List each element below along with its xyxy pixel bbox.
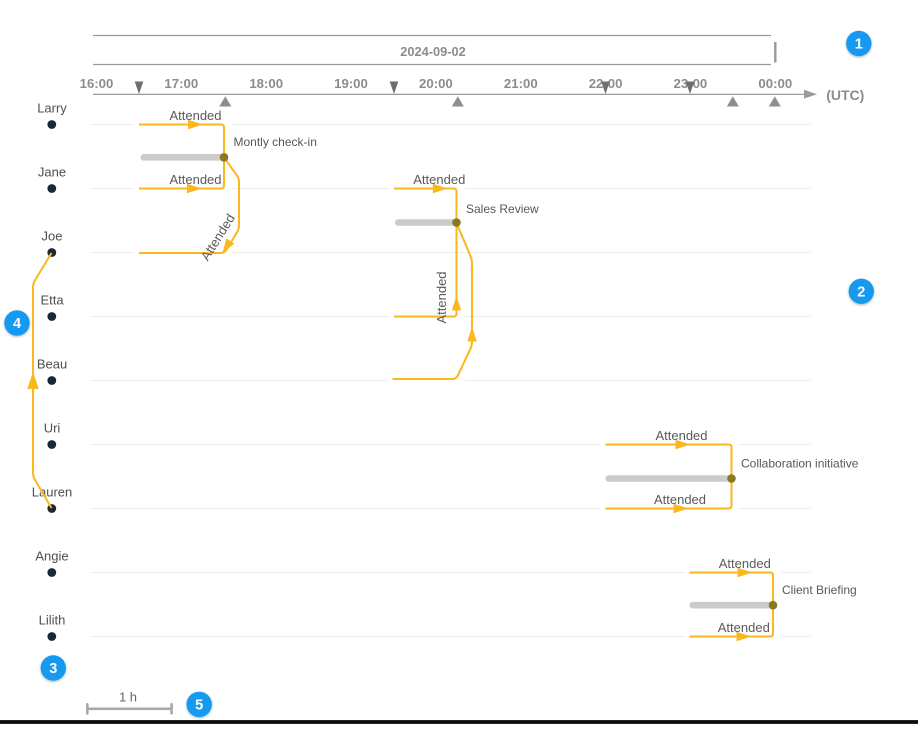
svg-text:Attended: Attended <box>169 172 221 187</box>
svg-text:4: 4 <box>13 316 21 332</box>
svg-text:2: 2 <box>857 285 865 301</box>
svg-text:(UTC): (UTC) <box>826 87 864 103</box>
svg-text:Joe: Joe <box>42 229 63 244</box>
svg-text:5: 5 <box>195 698 203 714</box>
svg-text:Lauren: Lauren <box>32 485 72 500</box>
svg-text:Client Briefing: Client Briefing <box>782 583 857 597</box>
svg-text:Lilith: Lilith <box>39 613 66 628</box>
svg-text:00:00: 00:00 <box>758 76 792 91</box>
svg-text:Attended: Attended <box>719 556 771 571</box>
svg-text:20:00: 20:00 <box>419 76 453 91</box>
svg-text:Attended: Attended <box>434 271 449 323</box>
svg-text:Jane: Jane <box>38 165 66 180</box>
svg-text:Attended: Attended <box>413 172 465 187</box>
svg-text:Attended: Attended <box>718 620 770 635</box>
svg-text:Beau: Beau <box>37 357 67 372</box>
svg-text:Sales Review: Sales Review <box>466 202 539 216</box>
svg-text:Attended: Attended <box>655 428 707 443</box>
svg-text:Montly check-in: Montly check-in <box>234 135 317 149</box>
svg-text:Attended: Attended <box>198 211 238 263</box>
svg-text:17:00: 17:00 <box>164 76 198 91</box>
svg-text:19:00: 19:00 <box>334 76 368 91</box>
svg-text:Attended: Attended <box>169 108 221 123</box>
svg-text:16:00: 16:00 <box>80 76 114 91</box>
svg-text:2024-09-02: 2024-09-02 <box>400 44 465 59</box>
svg-text:Attended: Attended <box>654 492 706 507</box>
svg-text:1: 1 <box>855 37 863 53</box>
svg-text:Larry: Larry <box>37 101 67 116</box>
svg-text:3: 3 <box>49 661 57 677</box>
svg-text:1 h: 1 h <box>119 689 137 704</box>
svg-text:18:00: 18:00 <box>249 76 283 91</box>
svg-text:Uri: Uri <box>44 421 61 436</box>
svg-text:21:00: 21:00 <box>504 76 538 91</box>
svg-text:Collaboration initiative: Collaboration initiative <box>741 457 859 471</box>
svg-text:Etta: Etta <box>40 293 64 308</box>
svg-text:Angie: Angie <box>35 549 68 564</box>
